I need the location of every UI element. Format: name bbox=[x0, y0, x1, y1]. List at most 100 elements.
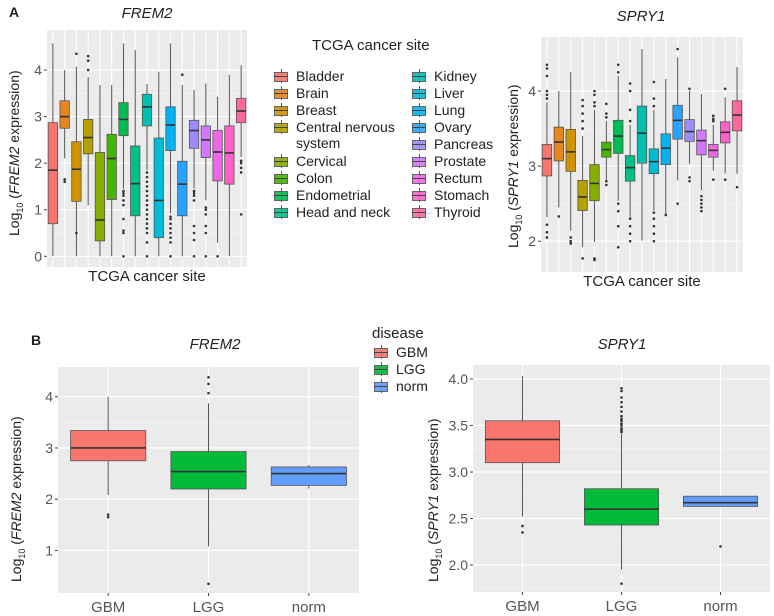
box-norm bbox=[270, 464, 347, 489]
y-tick-label: 1 bbox=[45, 542, 53, 558]
outlier-point bbox=[106, 513, 110, 516]
box-endometrial bbox=[613, 63, 624, 249]
chart-b-spry1-ylabel: Log10 (SPRY1 expression) bbox=[425, 418, 444, 582]
ylabel-gene: SPRY1 bbox=[505, 160, 521, 207]
legend-key-icon bbox=[374, 361, 388, 377]
box-breast bbox=[71, 52, 82, 257]
legend-key-icon bbox=[412, 170, 426, 186]
chart-b_spry1: 2.0 2.5 3.0 3.5 4.0 GBM LGG norm bbox=[449, 365, 770, 615]
outlier-point bbox=[616, 63, 620, 67]
box bbox=[165, 106, 176, 151]
outlier-point bbox=[169, 236, 172, 239]
outlier-point bbox=[204, 213, 208, 216]
outlier-point bbox=[145, 254, 149, 258]
outlier-point bbox=[145, 194, 149, 198]
outlier-point bbox=[652, 239, 656, 243]
legend-item: Colon bbox=[274, 170, 414, 187]
outlier-point bbox=[122, 192, 125, 195]
box-stomach bbox=[224, 74, 235, 257]
box-head-and-neck bbox=[624, 82, 636, 243]
outlier-point bbox=[239, 159, 243, 163]
legend-key-icon bbox=[274, 153, 288, 169]
legend-a-column-1: Bladder Brain Breast Central nervous system… bbox=[274, 68, 414, 221]
box-lgg bbox=[170, 375, 247, 586]
outlier-point bbox=[605, 102, 608, 106]
outlier-point bbox=[122, 254, 125, 258]
outlier-point bbox=[581, 127, 584, 130]
y-tick-label: 4 bbox=[34, 62, 42, 78]
legend-item: Head and neck bbox=[274, 204, 414, 221]
outlier-point bbox=[239, 213, 243, 216]
outlier-point bbox=[192, 199, 196, 202]
outlier-point bbox=[557, 215, 561, 218]
chart-a_spry1: 2 3 4 bbox=[528, 37, 743, 272]
outlier-point bbox=[676, 47, 679, 51]
box-endometrial bbox=[118, 43, 129, 258]
outlier-point bbox=[605, 116, 608, 119]
ylabel-suffix: expression) bbox=[505, 84, 521, 161]
box bbox=[682, 495, 759, 507]
box-liver bbox=[648, 80, 660, 243]
box bbox=[636, 105, 648, 164]
x-tick-label: LGG bbox=[193, 599, 225, 616]
box-kidney bbox=[636, 49, 648, 241]
outlier-point bbox=[239, 171, 243, 174]
chart-a-spry1-xlabel: TCGA cancer site bbox=[583, 273, 701, 290]
y-tick-label: 2 bbox=[34, 155, 42, 171]
outlier-point bbox=[545, 67, 549, 70]
legend-key-icon bbox=[274, 68, 288, 84]
legend-label: Kidney bbox=[434, 68, 477, 84]
outlier-point bbox=[652, 232, 656, 236]
outlier-point bbox=[620, 389, 623, 393]
outlier-point bbox=[122, 229, 125, 232]
legend-label: Prostate bbox=[434, 153, 487, 169]
outlier-point bbox=[122, 217, 125, 221]
legend-label: Ovary bbox=[434, 119, 472, 135]
chart-a-frem2-xlabel: TCGA cancer site bbox=[88, 268, 206, 285]
outlier-point bbox=[605, 179, 608, 183]
outlier-point bbox=[204, 206, 208, 209]
outlier-point bbox=[192, 231, 196, 235]
legend-key-icon bbox=[274, 170, 288, 186]
box-colon bbox=[601, 102, 612, 187]
y-tick-label: 4.0 bbox=[449, 371, 469, 387]
box bbox=[672, 104, 683, 140]
outlier-point bbox=[207, 382, 210, 386]
outlier-point bbox=[569, 236, 573, 239]
legend-label: Central nervous system bbox=[296, 119, 395, 151]
box-ovary bbox=[177, 73, 188, 257]
box-gbm bbox=[484, 376, 561, 534]
outlier-point bbox=[192, 254, 196, 258]
outlier-point bbox=[652, 224, 656, 228]
box bbox=[577, 180, 588, 211]
outlier-point bbox=[628, 82, 632, 85]
outlier-point bbox=[207, 582, 210, 586]
box bbox=[170, 451, 247, 490]
ylabel-gene: FREM2 bbox=[8, 492, 24, 541]
outlier-point bbox=[169, 231, 172, 235]
outlier-point bbox=[605, 183, 608, 187]
legend-key-icon bbox=[412, 204, 426, 220]
outlier-point bbox=[145, 222, 149, 225]
outlier-point bbox=[620, 405, 623, 409]
outlier-point bbox=[581, 257, 584, 260]
box-norm bbox=[682, 495, 759, 548]
legend-label: Colon bbox=[296, 170, 333, 186]
outlier-point bbox=[628, 108, 632, 112]
x-tick-label: LGG bbox=[606, 598, 638, 615]
box-thyroid bbox=[236, 65, 247, 216]
chart-a_frem2: 0 1 2 3 4 bbox=[34, 30, 247, 267]
outlier-point bbox=[545, 223, 549, 226]
ylabel-log: Log bbox=[425, 558, 441, 582]
outlier-point bbox=[569, 242, 573, 245]
outlier-point bbox=[145, 199, 149, 202]
outlier-point bbox=[145, 231, 149, 235]
outlier-point bbox=[620, 424, 623, 427]
legend-key-icon bbox=[274, 85, 288, 101]
box bbox=[106, 133, 117, 200]
outlier-point bbox=[688, 87, 691, 91]
outlier-point bbox=[616, 245, 620, 249]
box-rectum bbox=[708, 114, 719, 181]
ylabel-sub: 10 bbox=[513, 214, 524, 225]
outlier-point bbox=[207, 391, 210, 395]
